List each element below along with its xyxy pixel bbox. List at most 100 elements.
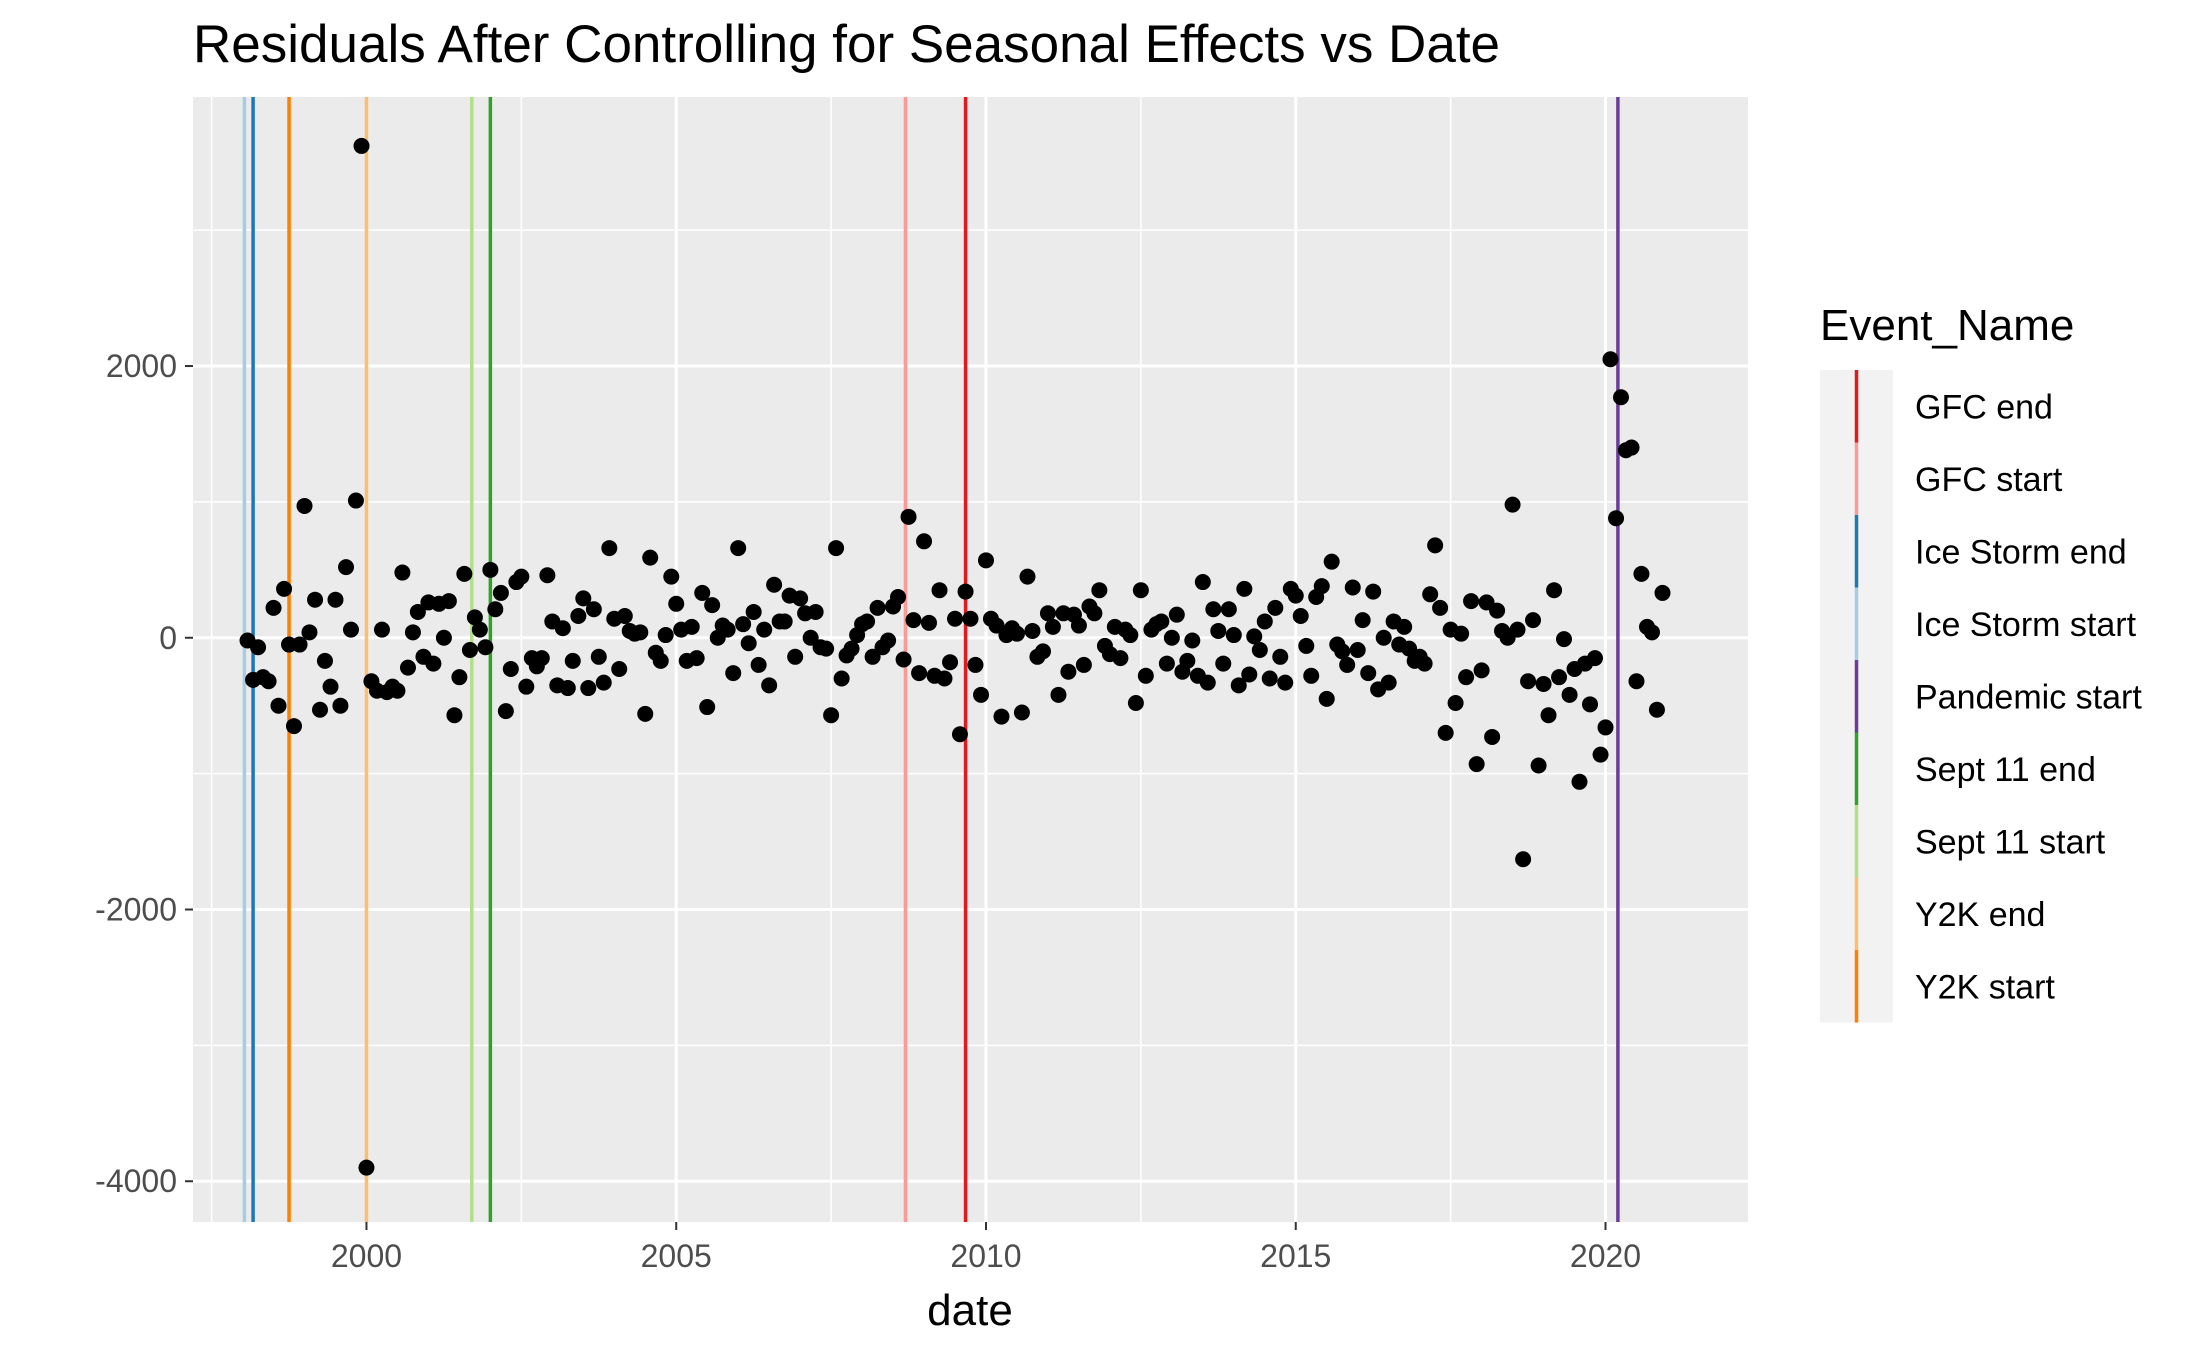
data-point [756,621,773,638]
data-point [260,673,277,690]
data-point [440,593,457,610]
data-point [730,540,747,557]
data-point [265,599,282,616]
data-point [1453,625,1470,642]
data-point [1427,537,1444,554]
data-point [1205,601,1222,618]
data-point [1246,628,1263,645]
data-point [1339,656,1356,673]
data-point [1261,670,1278,687]
data-point [1199,674,1216,691]
data-point [1039,605,1056,622]
data-point [916,533,933,550]
chart-title: Residuals After Controlling for Seasonal… [193,15,1500,74]
legend-label: Pandemic start [1915,678,2142,716]
data-point [1313,578,1330,595]
data-point [307,591,324,608]
data-point [1509,621,1526,638]
data-point [285,718,302,735]
data-point [1334,643,1351,660]
data-point [637,705,654,722]
data-point [699,699,716,716]
data-point [988,617,1005,634]
data-point [1256,613,1273,630]
data-point [1608,510,1625,527]
data-point [719,621,736,638]
data-point [1540,707,1557,724]
data-point [1463,593,1480,610]
data-point [250,639,267,656]
data-point [435,629,452,646]
data-point [1070,617,1087,634]
data-point [296,497,313,514]
data-point [611,661,628,678]
data-point [1375,629,1392,646]
data-point [1344,579,1361,596]
data-point [1648,701,1665,718]
data-point [1060,663,1077,680]
data-point [859,613,876,630]
data-point [652,652,669,669]
data-point [291,636,308,653]
data-point [642,549,659,566]
data-point [1396,618,1413,635]
data-point [632,624,649,641]
data-point [818,640,835,657]
data-point [456,565,473,582]
data-point [931,582,948,599]
data-point [942,654,959,671]
data-point [951,726,968,743]
x-tick-label: 2010 [950,1238,1021,1274]
data-point [1489,602,1506,619]
data-point [1432,599,1449,616]
data-point [316,652,333,669]
data-point [1132,582,1149,599]
legend-label: Ice Storm start [1915,606,2137,644]
data-point [554,620,571,637]
data-point [1318,690,1335,707]
data-point [683,618,700,635]
data-point [570,608,587,625]
data-point [1034,643,1051,660]
legend: Event_Name GFC end GFC start Ice Storm end… [1820,301,2142,1023]
data-point [1380,674,1397,691]
x-tick-label: 2005 [641,1238,712,1274]
data-point [663,568,680,585]
data-point [911,665,928,682]
data-point [920,614,937,631]
y-tick-label: -4000 [95,1163,177,1199]
data-point [1168,606,1185,623]
data-point [977,552,994,569]
data-points [239,137,1671,1176]
data-point [389,682,406,699]
data-point [1044,618,1061,635]
data-point [1520,673,1537,690]
data-point [347,492,364,509]
data-point [394,564,411,581]
data-point [1468,756,1485,773]
data-point [694,584,711,601]
data-point [601,540,618,557]
data-point [828,540,845,557]
data-point [807,603,824,620]
y-tick-label: 2000 [106,348,177,384]
data-point [1225,627,1242,644]
data-point [276,580,293,597]
data-point [1628,673,1645,690]
data-point [451,669,468,686]
data-point [497,703,514,720]
data-point [993,708,1010,725]
data-point [1623,439,1640,456]
data-point [1422,586,1439,603]
data-point [1365,583,1382,600]
data-point [657,627,674,644]
data-point [585,601,602,618]
data-point [1184,632,1201,649]
data-point [1210,622,1227,639]
data-point [957,583,974,600]
data-point [787,648,804,665]
data-point [668,595,685,612]
x-axis-title: date [927,1286,1013,1335]
data-point [564,652,581,669]
data-point [270,697,287,714]
